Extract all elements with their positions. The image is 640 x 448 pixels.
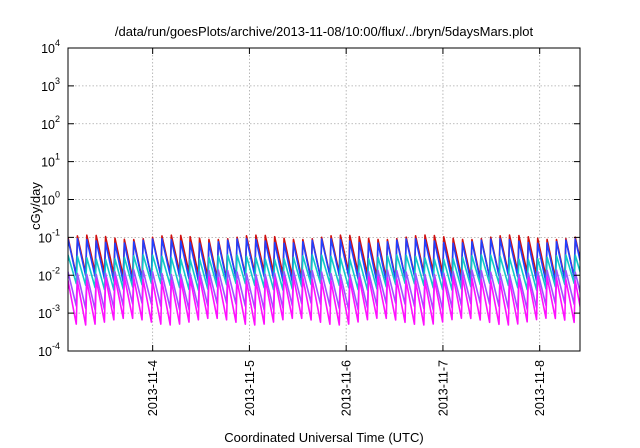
x-tick-label: 2013-11-5: [243, 360, 257, 416]
y-tick-base: 10: [41, 42, 55, 56]
series-line: [68, 254, 580, 291]
series-group: [68, 234, 580, 326]
y-tick-exponent: 2: [55, 114, 60, 124]
x-axis: 2013-11-4 2013-11-5 2013-11-6 2013-11-7 2013…: [146, 48, 547, 416]
series-line: [68, 275, 580, 326]
y-tick-label: 100: [41, 190, 60, 208]
chart-title: /data/run/goesPlots/archive/2013-11-08/1…: [115, 24, 534, 39]
y-tick-label: 104: [41, 38, 60, 56]
y-tick-exponent: 4: [55, 38, 60, 48]
y-tick-base: 10: [41, 80, 55, 94]
y-tick-exponent: -4: [52, 341, 60, 351]
y-tick-base: 10: [41, 118, 55, 132]
x-tick-label: 2013-11-8: [533, 360, 547, 416]
y-tick-label: 101: [41, 152, 60, 170]
y-tick-label: 10-2: [38, 265, 60, 283]
y-tick-exponent: 0: [55, 190, 60, 200]
y-tick-exponent: -2: [52, 265, 60, 275]
y-tick-base: 10: [41, 194, 55, 208]
y-tick-base: 10: [38, 345, 52, 359]
y-tick-exponent: 1: [55, 152, 60, 162]
y-tick-base: 10: [38, 231, 52, 245]
x-tick-label: 2013-11-6: [340, 360, 354, 416]
x-tick-label: 2013-11-4: [146, 360, 160, 416]
y-tick-label: 102: [41, 114, 60, 132]
x-axis-label: Coordinated Universal Time (UTC): [224, 430, 423, 445]
y-tick-exponent: -1: [52, 227, 60, 237]
y-tick-label: 103: [41, 76, 60, 94]
y-tick-exponent: 3: [55, 76, 60, 86]
grid: [68, 48, 580, 351]
y-tick-base: 10: [41, 156, 55, 170]
y-tick-base: 10: [38, 307, 52, 321]
y-axis-label: cGy/day: [28, 182, 43, 230]
series-line: [68, 237, 580, 284]
y-tick-label: 10-1: [38, 227, 60, 245]
y-tick-exponent: -3: [52, 303, 60, 313]
series-line: [68, 269, 580, 311]
y-tick-label: 10-3: [38, 303, 60, 321]
y-tick-label: 10-4: [38, 341, 60, 359]
y-tick-base: 10: [38, 269, 52, 283]
x-tick-label: 2013-11-7: [436, 360, 450, 416]
